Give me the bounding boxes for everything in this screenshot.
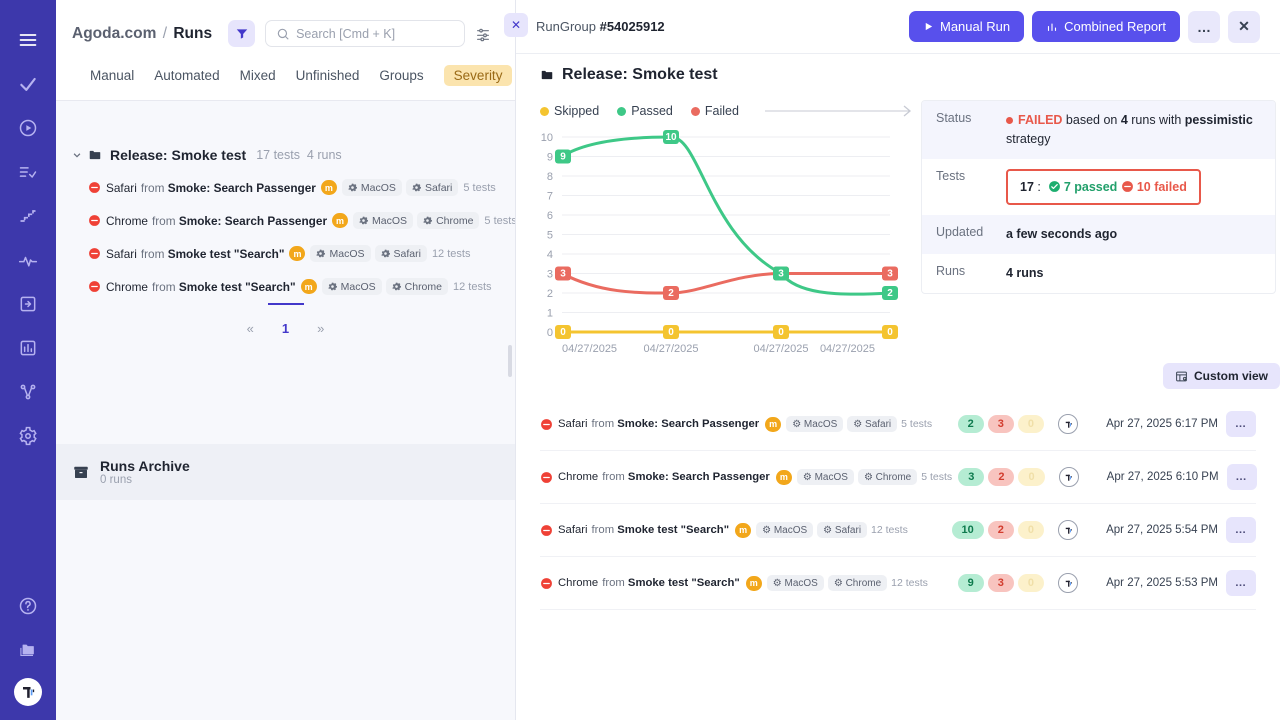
svg-text:3: 3 — [887, 269, 893, 280]
svg-text:7: 7 — [547, 191, 553, 203]
svg-text:04/27/2025: 04/27/2025 — [820, 343, 875, 355]
svg-text:04/27/2025: 04/27/2025 — [562, 343, 617, 355]
svg-text:10: 10 — [541, 132, 553, 144]
svg-text:9: 9 — [547, 152, 553, 164]
svg-text:0: 0 — [778, 327, 784, 338]
svg-text:8: 8 — [547, 171, 553, 183]
svg-text:3: 3 — [778, 269, 784, 280]
svg-text:1: 1 — [547, 308, 553, 320]
svg-text:9: 9 — [560, 152, 566, 163]
svg-text:6: 6 — [547, 210, 553, 222]
svg-text:2: 2 — [547, 288, 553, 300]
svg-text:04/27/2025: 04/27/2025 — [753, 343, 808, 355]
svg-text:10: 10 — [665, 132, 677, 143]
svg-text:4: 4 — [547, 249, 553, 261]
svg-text:0: 0 — [560, 327, 566, 338]
svg-text:2: 2 — [668, 288, 674, 299]
svg-text:2: 2 — [887, 288, 893, 299]
svg-text:5: 5 — [547, 230, 553, 242]
svg-text:0: 0 — [547, 327, 553, 339]
svg-text:0: 0 — [668, 327, 674, 338]
svg-text:0: 0 — [887, 327, 893, 338]
svg-text:3: 3 — [560, 269, 566, 280]
svg-text:04/27/2025: 04/27/2025 — [643, 343, 698, 355]
svg-text:3: 3 — [547, 269, 553, 281]
